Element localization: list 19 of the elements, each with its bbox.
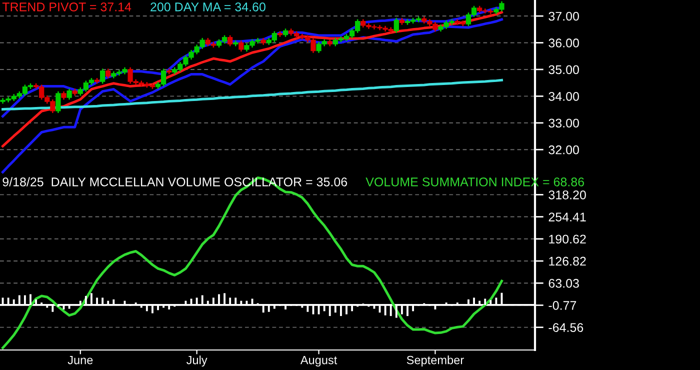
y-tick-label: 318.20 <box>548 190 586 200</box>
y-tick-label: 126.82 <box>549 256 586 266</box>
y-tick-label: -0.77 <box>548 301 576 310</box>
y-tick-label: 33.00 <box>548 118 579 128</box>
text: TREND PIVOT = 37.14 <box>2 2 132 12</box>
y-tick-label: 36.00 <box>548 38 579 48</box>
y-tick-label: 37.00 <box>548 12 579 21</box>
y-tick-label: 190.62 <box>549 234 586 244</box>
y-tick-label: 254.41 <box>548 212 586 222</box>
x-tick-label: June <box>68 356 93 364</box>
y-tick-label: 35.00 <box>548 65 579 74</box>
y-tick-label: 63.03 <box>548 278 579 288</box>
y-tick-label: -64.56 <box>548 323 584 332</box>
x-tick-label: July <box>186 356 208 367</box>
x-tick-label: August <box>300 356 338 367</box>
text: 200 DAY MA = 34.60 <box>150 2 266 12</box>
y-tick-label: 34.00 <box>548 92 579 101</box>
x-tick-label: September <box>406 356 464 367</box>
y-tick-label: 32.00 <box>548 145 579 154</box>
